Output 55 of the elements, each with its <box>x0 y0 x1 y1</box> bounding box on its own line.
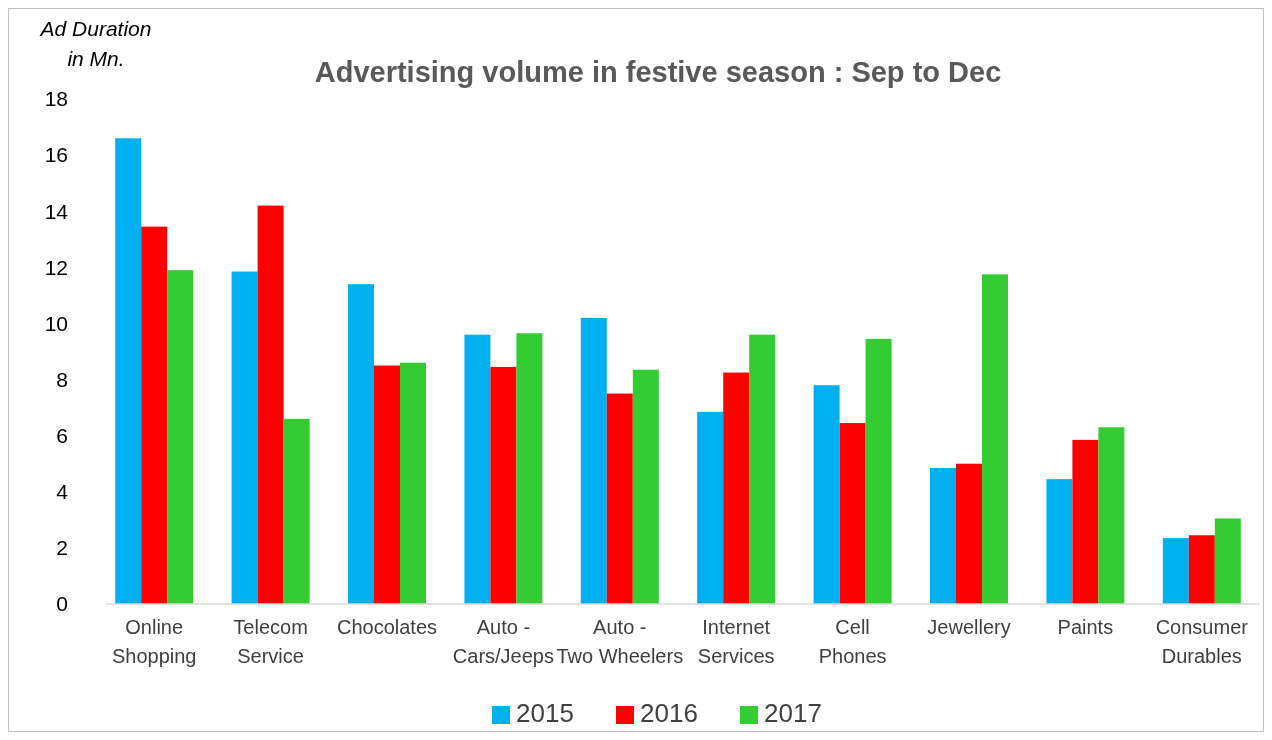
y-tick-label: 14 <box>44 199 69 223</box>
bar <box>697 411 724 604</box>
bar <box>1188 535 1215 604</box>
y-tick-label: 0 <box>56 592 68 616</box>
x-tick-label: Jewellery <box>927 616 1011 638</box>
bar <box>464 334 491 604</box>
bar <box>865 338 892 604</box>
bar <box>348 284 374 604</box>
chart-title: Advertising volume in festive season : Sep to Dec <box>314 56 1002 88</box>
legend-label: 2017 <box>764 698 822 728</box>
bar <box>1098 427 1125 604</box>
x-tick-label: Telecom Service <box>233 616 308 667</box>
y-tick-label: 12 <box>44 255 68 279</box>
y-tick-label: 6 <box>56 424 68 448</box>
bar <box>400 362 426 604</box>
bar <box>1214 518 1241 604</box>
bar <box>490 366 517 604</box>
x-tick-label: Consumer Durables <box>1155 616 1249 667</box>
bar <box>1046 479 1073 604</box>
bar <box>1072 439 1099 604</box>
bar <box>580 317 607 604</box>
bar <box>723 372 750 604</box>
x-tick-label: Internet Services <box>697 616 775 667</box>
x-tick-label: Auto - Cars/Jeeps <box>452 616 554 667</box>
y-tick-label: 10 <box>44 311 68 335</box>
bar <box>1162 538 1189 604</box>
x-tick-label: Chocolates <box>336 616 438 638</box>
x-tick-label: Paints <box>1057 616 1114 638</box>
bar <box>231 271 258 604</box>
bar <box>749 334 776 604</box>
bar <box>516 333 543 604</box>
bar <box>115 138 142 604</box>
legend-label: 2016 <box>640 698 698 728</box>
bar <box>956 463 982 604</box>
bar <box>839 423 866 604</box>
bar <box>167 270 194 604</box>
x-tick-label: Online Shopping <box>111 616 197 667</box>
legend-label: 2015 <box>516 698 574 728</box>
y-tick-label: 8 <box>56 367 68 391</box>
y-axis-title: Ad Duration in Mn. <box>38 17 152 70</box>
bar <box>813 385 840 604</box>
y-tick-label: 2 <box>56 536 68 560</box>
y-tick-label: 4 <box>56 480 69 504</box>
bar <box>283 418 310 604</box>
bar <box>606 393 633 604</box>
bar <box>632 369 659 604</box>
bar <box>982 274 1008 604</box>
y-tick-label: 18 <box>44 87 68 111</box>
bar <box>141 226 168 604</box>
x-tick-label: Auto - Two Wheelers <box>556 616 684 667</box>
bar <box>374 365 400 604</box>
x-tick-label: Cell Phones <box>818 616 887 667</box>
y-tick-label: 16 <box>44 143 68 167</box>
bar <box>257 205 284 604</box>
bar <box>930 467 956 604</box>
